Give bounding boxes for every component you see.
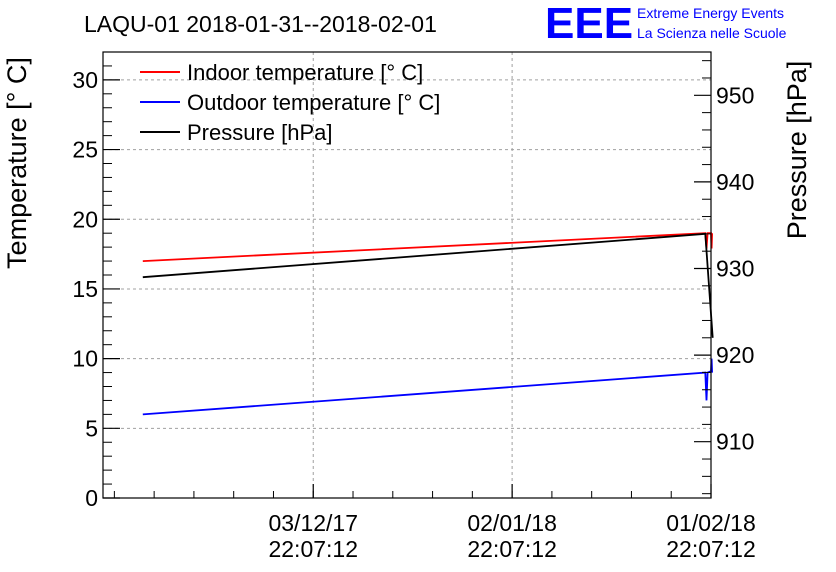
y-axis-right-label: Pressure [hPa] [782,61,812,240]
legend-label-indoor: Indoor temperature [° C] [187,60,423,85]
y-left-tick-label: 30 [72,67,98,93]
y-right-tick-label: 910 [716,429,754,455]
x-tick-label-time: 22:07:12 [268,536,358,562]
series-line-2 [142,232,714,338]
y-left-tick-label: 5 [85,415,98,441]
x-tick-label-date: 02/01/18 [467,510,557,536]
y-right-tick-label: 940 [716,169,754,195]
y-left-tick-label: 10 [72,346,98,372]
chart-title: LAQU-01 2018-01-31--2018-02-01 [84,11,437,37]
logo-line-1: Extreme Energy Events [637,5,784,21]
y-right-tick-label: 930 [716,256,754,282]
axes [102,51,712,499]
series-lines [142,232,714,416]
y-right-tick-label: 950 [716,82,754,108]
plot-frame [102,51,712,499]
labels: 05101520253091092093094095003/12/1722:07… [72,67,755,562]
y-left-tick-label: 20 [72,206,98,232]
legend-label-pressure: Pressure [hPa] [187,120,333,145]
logo-line-2: La Scienza nelle Scuole [637,25,787,41]
y-right-tick-label: 920 [716,342,754,368]
y-left-tick-label: 15 [72,276,98,302]
eee-logo: EEE Extreme Energy Events La Scienza nel… [545,0,787,48]
x-tick-label-date: 03/12/17 [268,510,358,536]
grid-lines [103,52,712,498]
y-axis-left-label: Temperature [° C] [2,57,32,269]
legend-entry-pressure: Pressure [hPa] [140,120,333,145]
legend-entry-indoor: Indoor temperature [° C] [140,60,423,85]
y-left-tick-label: 25 [72,137,98,163]
legend-entry-outdoor: Outdoor temperature [° C] [140,90,440,115]
y-left-tick-label: 0 [85,485,98,511]
eee-logo-mark: EEE [545,0,633,48]
x-tick-label-time: 22:07:12 [467,536,557,562]
series-line-0 [142,232,713,262]
x-tick-label-time: 22:07:12 [666,536,756,562]
legend: Indoor temperature [° C] Outdoor tempera… [140,60,440,145]
legend-label-outdoor: Outdoor temperature [° C] [187,90,440,115]
x-tick-label-date: 01/02/18 [666,510,756,536]
series-line-1 [142,358,713,416]
